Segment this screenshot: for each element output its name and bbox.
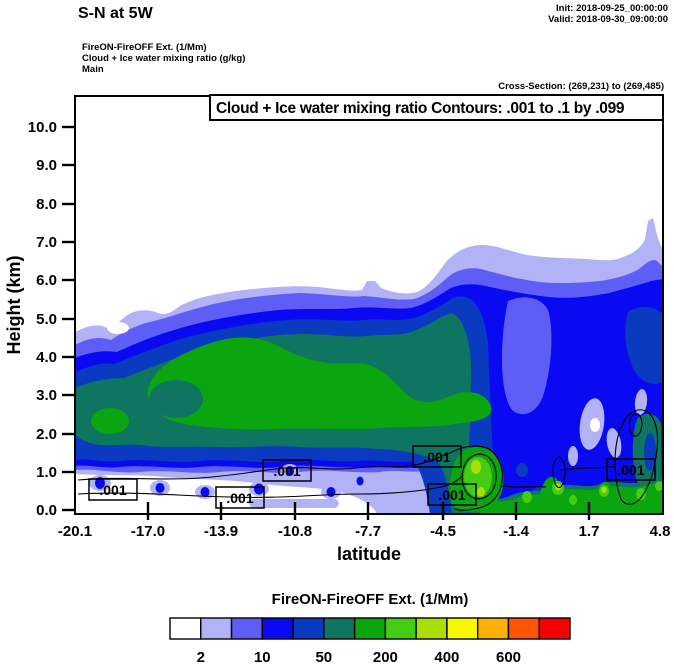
fill-green-left-blob [91,408,129,434]
colorbar-tick-label: 400 [434,649,459,666]
field-line-2: Cloud + Ice water mixing ratio (g/kg) [82,53,245,64]
colorbar-tick-label: 200 [373,649,398,666]
y-tick-label: 5.0 [36,311,57,328]
init-time-label: Init: 2018-09-25_00:00:00 [556,3,668,14]
contour-label-group: .001 .001 .001 .001 .001 .001 [88,445,656,509]
x-axis-title: latitude [337,544,401,564]
y-tick-label: 4.0 [36,349,57,366]
x-tick-label: -1.4 [503,523,530,540]
colorbar-cell [538,617,571,640]
y-axis-title: Height (km) [4,255,24,354]
colorbar-cell [476,617,510,640]
colorbar: FireON-FireOFF Ext. (1/Mm) 2 10 50 200 4… [169,591,571,666]
inner-title: Cloud + Ice water mixing ratio Contours:… [216,100,625,117]
y-tick-label: 10.0 [28,119,57,136]
contour-label: .001 [99,482,126,498]
x-tick-label: 1.7 [579,523,600,540]
fill-white-spot [590,418,600,432]
fill-bright-green-spot [636,488,646,500]
valid-time-label: Valid: 2018-09-30_09:00:00 [548,14,668,25]
colorbar-cell [261,617,294,640]
fill-white-hole [107,322,129,334]
y-tick-label: 8.0 [36,196,57,213]
cross-section-label: Cross-Section: (269,231) to (269,485) [498,81,664,92]
colorbar-cell [507,617,540,640]
fill-blue-dot [155,483,165,493]
colorbar-cell [292,617,325,640]
fill-bright-green-spot [569,495,577,505]
inner-title-box: Cloud + Ice water mixing ratio Contours:… [209,94,664,121]
fill-blue-dot [95,477,105,489]
x-tick-label: -7.7 [355,523,381,540]
cloud-contour-lines [77,409,659,511]
fill-lavender-streak [634,389,648,415]
fill-navy-patch [516,463,528,477]
x-tick-label: -20.1 [58,523,92,540]
y-tick-label: 1.0 [36,464,57,481]
fill-lavender-streak [568,446,578,466]
field-line-3: Main [82,64,104,75]
colorbar-cell [446,617,479,640]
fill-navy-inner [644,433,656,471]
contour-label: .001 [273,463,300,479]
colorbar-tick-label: 10 [254,649,271,666]
x-axis: -20.1 -17.0 -13.9 -10.8 -7.7 -4.5 -1.4 1… [58,514,671,564]
contour-label-box [88,478,138,501]
colorbar-title: FireON-FireOFF Ext. (1/Mm) [272,591,469,608]
x-tick-label: -4.5 [430,523,456,540]
fill-bright-green-spot [522,491,532,503]
low-level-blobs [89,464,368,508]
colorbar-cell [230,617,264,640]
contour-label-box [412,445,462,468]
contour-label-box [606,458,656,481]
contour-label: .001 [423,449,450,465]
fill-blue-dot [326,487,336,497]
y-axis: 0.0 1.0 2.0 3.0 4.0 5.0 6.0 7.0 8.0 9.0 … [4,119,75,519]
contour-field: .001 .001 .001 .001 .001 .001 [75,96,663,514]
y-tick-label: 2.0 [36,426,57,443]
colorbar-cell [323,617,356,640]
x-ticks-inner [146,502,591,514]
x-tick-label: -17.0 [131,523,165,540]
fill-yellow-green-dot [471,460,481,474]
colorbar-cell [415,617,448,640]
y-tick-label: 6.0 [36,272,57,289]
fill-blue-dot [254,483,264,495]
fill-yellow-green-dot [477,487,485,497]
contour-label-box [427,483,477,506]
contour-label: .001 [617,462,644,478]
colorbar-tick-label: 2 [197,649,205,666]
x-tick-label: -13.9 [204,523,238,540]
y-tick-label: 7.0 [36,234,57,251]
field-line-1: FireON-FireOFF Ext. (1/Mm) [82,42,207,53]
x-tick-label: -10.8 [278,523,312,540]
colorbar-cell [353,617,387,640]
y-tick-label: 0.0 [36,502,57,519]
fill-navy-right-blob [625,306,663,385]
fill-blue-dot [286,466,294,476]
contour-label-box [262,459,312,482]
contour-label-box [215,486,265,509]
fill-bright-green-spot [655,481,663,491]
colorbar-cell [384,617,417,640]
fill-blue-dot [200,487,210,497]
fill-green-core [147,337,492,430]
fill-teal-inner-blob [149,380,203,418]
colorbar-cell [200,617,233,640]
colorbar-tick-label: 600 [496,649,521,666]
y-tick-label: 3.0 [36,387,57,404]
x-tick-label: 4.8 [650,523,671,540]
colorbar-tick-label: 50 [315,649,332,666]
page-title: S-N at 5W [78,5,154,22]
y-tick-label: 9.0 [36,157,57,174]
contour-label: .001 [438,487,465,503]
fill-blue-dot [356,476,364,486]
contour-label: .001 [226,490,253,506]
fill-yellow-green-dot [601,487,607,493]
fill-purple-tongue [501,297,552,415]
colorbar-cell [169,617,202,640]
